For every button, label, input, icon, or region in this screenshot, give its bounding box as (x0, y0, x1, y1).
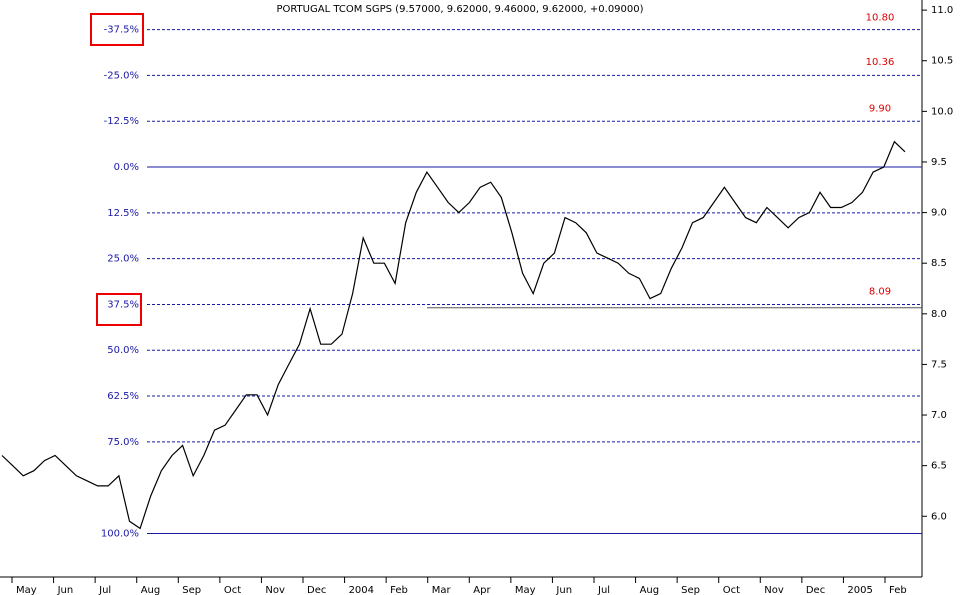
x-tick-label: 2004 (349, 585, 374, 595)
x-tick-label: Dec (806, 585, 825, 595)
y-tick-label: 9.5 (931, 157, 947, 168)
x-tick-label: Feb (889, 585, 907, 595)
fib-label: 75.0% (107, 437, 139, 448)
y-tick-label: 9.0 (931, 208, 947, 219)
price-annotation: 10.80 (866, 12, 895, 23)
x-tick-label: Mar (432, 585, 452, 595)
x-tick-label: Nov (764, 585, 784, 595)
x-tick-label: Jul (597, 585, 610, 595)
y-tick-label: 7.5 (931, 359, 947, 370)
x-tick-label: Oct (224, 585, 241, 595)
y-tick-label: 10.0 (931, 106, 953, 117)
price-annotation: 8.09 (869, 287, 891, 298)
y-tick-label: 11.0 (931, 5, 953, 16)
chart-title: PORTUGAL TCOM SGPS (9.57000, 9.62000, 9.… (276, 4, 643, 15)
y-tick-label: 6.5 (931, 461, 947, 472)
x-tick-label: May (16, 585, 37, 595)
fib-label: 12.5% (107, 208, 139, 219)
x-tick-label: Sep (681, 585, 700, 595)
fib-label: 62.5% (107, 391, 139, 402)
x-tick-label: Nov (265, 585, 285, 595)
fib-label: 50.0% (107, 345, 139, 356)
fib-label: 37.5% (107, 299, 139, 310)
fib-label: -25.0% (104, 70, 139, 81)
fib-label: -37.5% (104, 25, 139, 36)
x-tick-label: Apr (473, 585, 491, 595)
x-tick-label: Aug (141, 585, 161, 595)
price-line (1, 140, 906, 530)
x-tick-label: Sep (182, 585, 201, 595)
highlight-box (96, 293, 142, 326)
x-tick-label: Oct (723, 585, 740, 595)
y-tick-label: 6.0 (931, 511, 947, 522)
price-annotation: 9.90 (869, 103, 891, 114)
x-tick-label: Jun (57, 585, 74, 595)
fib-label: 25.0% (107, 254, 139, 265)
x-tick-label: 2005 (847, 585, 872, 595)
price-annotation: 10.36 (866, 57, 895, 68)
y-tick-label: 10.5 (931, 56, 953, 67)
highlight-box (90, 13, 144, 46)
fib-label: 100.0% (101, 528, 139, 539)
x-tick-label: May (515, 585, 536, 595)
fib-label: 0.0% (114, 162, 139, 173)
x-tick-label: Jun (555, 585, 572, 595)
x-tick-label: Jul (98, 585, 111, 595)
x-tick-label: Dec (307, 585, 326, 595)
x-tick-label: Aug (640, 585, 660, 595)
y-tick-label: 8.5 (931, 258, 947, 269)
fib-label: -12.5% (104, 116, 139, 127)
x-tick-label: Feb (390, 585, 408, 595)
y-tick-label: 8.0 (931, 309, 947, 320)
y-tick-label: 7.0 (931, 410, 947, 421)
